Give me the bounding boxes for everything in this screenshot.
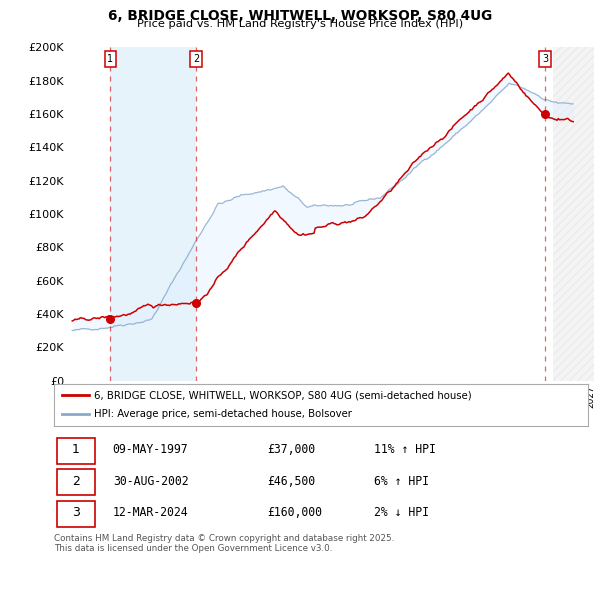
Text: 1: 1 [107,54,113,64]
Text: 2: 2 [193,54,199,64]
Bar [553,47,594,381]
Text: 09-MAY-1997: 09-MAY-1997 [113,443,188,456]
Text: 3: 3 [72,506,80,519]
Text: Contains HM Land Registry data © Crown copyright and database right 2025.
This d: Contains HM Land Registry data © Crown c… [54,534,394,553]
FancyBboxPatch shape [56,470,95,495]
Text: 11% ↑ HPI: 11% ↑ HPI [374,443,436,456]
Text: 2: 2 [72,475,80,488]
FancyBboxPatch shape [56,438,95,464]
Text: 12-MAR-2024: 12-MAR-2024 [113,506,188,519]
Text: 3: 3 [542,54,548,64]
Text: HPI: Average price, semi-detached house, Bolsover: HPI: Average price, semi-detached house,… [94,409,352,419]
Text: £160,000: £160,000 [268,506,323,519]
Text: £37,000: £37,000 [268,443,316,456]
Text: 2% ↓ HPI: 2% ↓ HPI [374,506,430,519]
FancyBboxPatch shape [56,501,95,527]
Text: 6, BRIDGE CLOSE, WHITWELL, WORKSOP, S80 4UG (semi-detached house): 6, BRIDGE CLOSE, WHITWELL, WORKSOP, S80 … [94,391,472,401]
Text: 6, BRIDGE CLOSE, WHITWELL, WORKSOP, S80 4UG: 6, BRIDGE CLOSE, WHITWELL, WORKSOP, S80 … [108,9,492,23]
Text: Price paid vs. HM Land Registry's House Price Index (HPI): Price paid vs. HM Land Registry's House … [137,19,463,30]
Text: 6% ↑ HPI: 6% ↑ HPI [374,475,430,488]
Text: 30-AUG-2002: 30-AUG-2002 [113,475,188,488]
Bar [110,47,196,381]
Text: £46,500: £46,500 [268,475,316,488]
Text: 1: 1 [72,443,80,456]
